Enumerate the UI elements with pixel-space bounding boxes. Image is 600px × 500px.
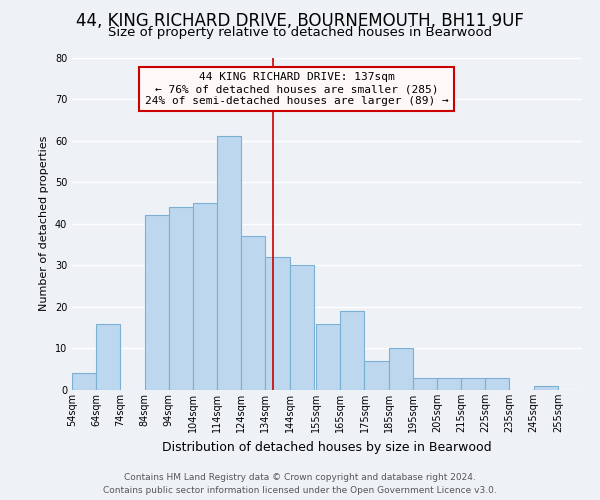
Bar <box>145 216 169 390</box>
Bar <box>389 348 413 390</box>
Bar <box>485 378 509 390</box>
Bar <box>96 324 121 390</box>
Bar <box>461 378 485 390</box>
Bar <box>193 203 217 390</box>
Bar <box>364 361 389 390</box>
Bar <box>265 257 290 390</box>
Bar <box>169 207 193 390</box>
Bar <box>437 378 461 390</box>
Text: 44, KING RICHARD DRIVE, BOURNEMOUTH, BH11 9UF: 44, KING RICHARD DRIVE, BOURNEMOUTH, BH1… <box>76 12 524 30</box>
Bar <box>340 311 364 390</box>
Bar <box>316 324 340 390</box>
Y-axis label: Number of detached properties: Number of detached properties <box>39 136 49 312</box>
Bar <box>533 386 558 390</box>
X-axis label: Distribution of detached houses by size in Bearwood: Distribution of detached houses by size … <box>162 440 492 454</box>
Bar <box>413 378 437 390</box>
Bar <box>290 266 314 390</box>
Bar <box>217 136 241 390</box>
Bar <box>241 236 265 390</box>
Bar <box>72 374 96 390</box>
Text: 44 KING RICHARD DRIVE: 137sqm
← 76% of detached houses are smaller (285)
24% of : 44 KING RICHARD DRIVE: 137sqm ← 76% of d… <box>145 72 448 106</box>
Text: Size of property relative to detached houses in Bearwood: Size of property relative to detached ho… <box>108 26 492 39</box>
Text: Contains HM Land Registry data © Crown copyright and database right 2024.
Contai: Contains HM Land Registry data © Crown c… <box>103 474 497 495</box>
